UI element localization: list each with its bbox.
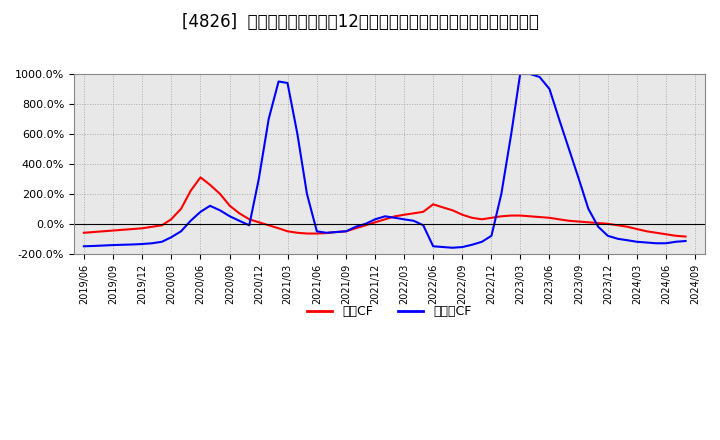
Line: 営業CF: 営業CF [84, 177, 685, 237]
Legend: 営業CF, フリーCF: 営業CF, フリーCF [302, 300, 477, 323]
Line: フリーCF: フリーCF [84, 74, 685, 248]
Text: [4826]  キャッシュフローの12か月移動合計の対前年同期増減率の推移: [4826] キャッシュフローの12か月移動合計の対前年同期増減率の推移 [181, 13, 539, 31]
